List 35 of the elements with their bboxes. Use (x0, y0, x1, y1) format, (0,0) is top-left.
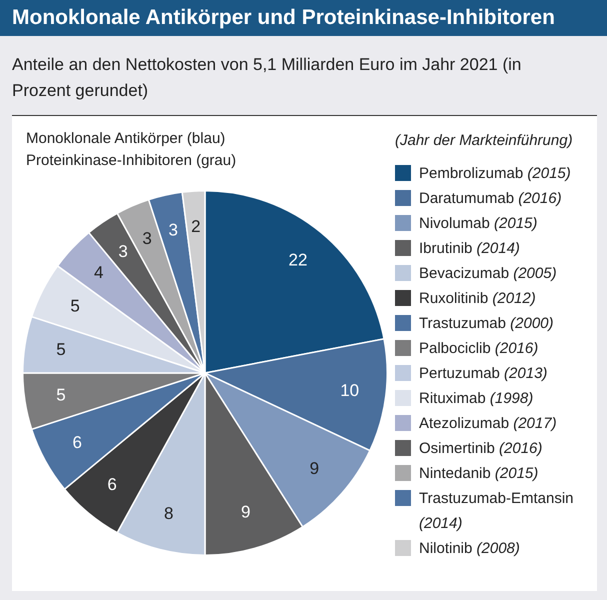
data-label: 4 (94, 262, 104, 282)
data-label: 3 (118, 242, 128, 262)
data-label: 5 (56, 385, 66, 404)
legend-label: Trastuzumab-Emtansin (2014) (419, 490, 574, 532)
data-label: 10 (340, 380, 360, 400)
legend-label: Ibrutinib (2014) (419, 240, 520, 257)
data-label: 2 (191, 217, 201, 236)
data-label: 3 (168, 220, 178, 240)
data-label: 6 (107, 475, 117, 494)
data-label: 22 (288, 250, 308, 270)
data-label: 9 (310, 459, 320, 478)
legend-label: Daratumumab (2016) (419, 190, 562, 207)
legend-label: Bevacizumab (2005) (419, 265, 557, 282)
data-label: 3 (142, 228, 152, 248)
legend-label: Nilotinib (2008) (419, 540, 520, 557)
data-label: 5 (70, 296, 80, 316)
legend-label: Pertuzumab (2013) (419, 365, 548, 382)
legend-label: Nivolumab (2015) (419, 215, 538, 232)
text: Monoklonale Antikörper (blau) (26, 129, 226, 149)
legend-title: (Jahr der Markteinführung) (395, 131, 574, 151)
data-label: 6 (72, 432, 82, 452)
legend-label: Ruxolitinib (2012) (419, 290, 536, 307)
legend-label: Osimertinib (2016) (419, 440, 542, 457)
text: Proteinkinase-Inhibitoren (grau) (26, 151, 236, 171)
legend-label: Nintedanib (2015) (419, 465, 538, 482)
data-label: 5 (56, 340, 66, 359)
legend-label: Pembrolizumab (2015) (419, 165, 571, 182)
legend-label: Palbociclib (2016) (419, 340, 538, 357)
legend-label: Atezolizumab (2017) (419, 415, 557, 432)
legend-label: Rituximab (1998) (419, 390, 534, 407)
legend-label: Trastuzumab (2000) (419, 315, 554, 332)
chart-title: Monoklonale Antikörper und Proteinkinase-Inhibitoren (0, 0, 607, 36)
chart-subtitle: Anteile an den Nettokosten von 5,1 Milliarden Euro im Jahr 2021 (in Prozent gerundet) (12, 54, 522, 102)
data-label: 9 (240, 502, 250, 522)
data-label: 8 (164, 504, 174, 523)
